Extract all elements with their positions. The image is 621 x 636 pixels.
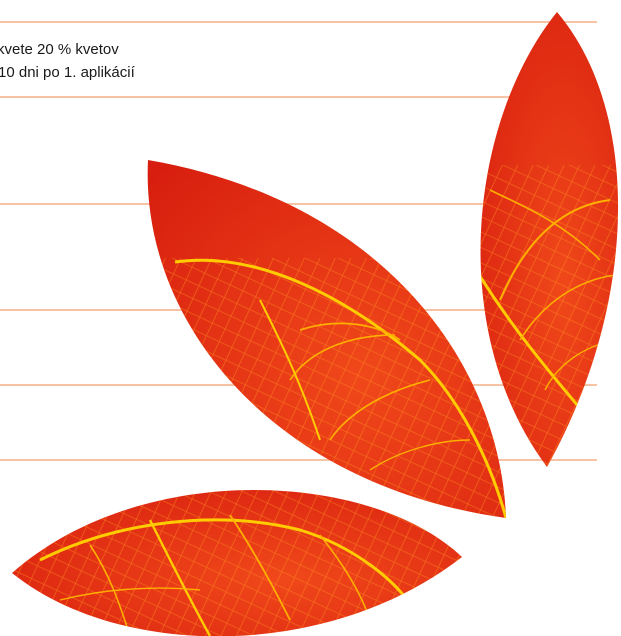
info-text-line-1: kvete 20 % kvetov (0, 41, 119, 58)
middle-leaf-shape (147, 160, 506, 518)
info-text: kvete 20 % kvetov 10 dni po 1. aplikácií (0, 38, 135, 84)
divider-line (0, 21, 597, 23)
info-text-line-2: 10 dni po 1. aplikácií (0, 64, 135, 81)
divider-line (0, 96, 597, 98)
right-leaf-shape (480, 12, 619, 467)
divider-line (0, 459, 597, 461)
divider-line (0, 203, 597, 205)
bottom-leaf-shape (12, 489, 462, 636)
